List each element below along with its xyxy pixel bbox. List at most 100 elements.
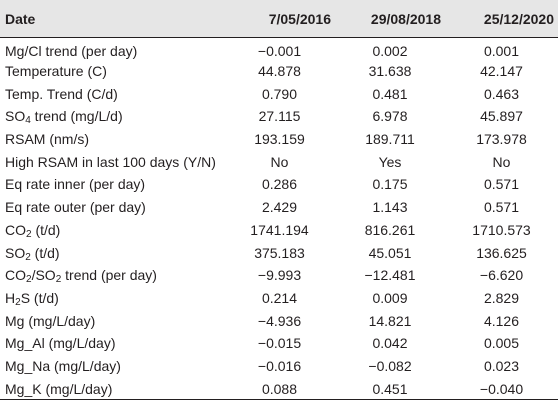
row-label-part: SO — [5, 244, 26, 261]
row-label-subscript: 2 — [15, 296, 21, 308]
row-label: Eq rate outer (per day) — [5, 199, 146, 216]
cell-value: No — [492, 153, 511, 170]
cell-value: 375.183 — [254, 244, 305, 261]
cell-value: −6.620 — [479, 267, 524, 284]
cell-value: 0.286 — [261, 176, 298, 193]
cell-value: −0.082 — [368, 357, 412, 374]
cell-value: 27.115 — [258, 108, 301, 125]
table-row: Mg (mg/L/day) −4.936 14.821 4.126 — [0, 309, 558, 332]
row-label-part: H — [5, 289, 16, 306]
table-row: Mg_Al (mg/L/day) −0.015 0.042 0.005 — [0, 332, 558, 355]
row-label: CO2 (t/d) — [0, 219, 224, 242]
cell-value: 6.978 — [372, 108, 408, 125]
table-row: Eq rate inner (per day) 0.286 0.175 0.571 — [0, 173, 558, 196]
row-label-part: CO — [5, 267, 26, 284]
table-row: H2S (t/d) 0.214 0.009 2.829 — [0, 287, 558, 310]
row-label: H2S (t/d) — [0, 287, 224, 310]
cell-value: No — [270, 153, 289, 170]
cell-value: 1.143 — [372, 199, 408, 216]
cell-value: −12.481 — [364, 267, 416, 284]
table-row: Eq rate outer (per day) 2.429 1.143 0.571 — [0, 196, 558, 219]
row-label: Mg/Cl trend (per day) — [5, 43, 138, 60]
cell-value: 193.159 — [254, 131, 305, 148]
table-row: SO4 trend (mg/L/d) 27.115 6.978 45.897 — [0, 105, 558, 128]
table-row: Mg_Na (mg/L/day) −0.016 −0.082 0.023 — [0, 355, 558, 378]
cell-value: 0.571 — [483, 176, 520, 193]
table-row: CO2/SO2 trend (per day) −9.993 −12.481 −6.6… — [0, 264, 558, 287]
cell-value: 0.214 — [261, 289, 298, 306]
cell-value: 45.897 — [480, 108, 523, 125]
cell-value: 0.023 — [483, 357, 520, 374]
cell-value: 2.429 — [261, 199, 298, 216]
cell-value: 44.878 — [258, 63, 301, 80]
row-label: Temp. Trend (C/d) — [5, 85, 118, 102]
row-label-part: trend (mg/L/d) — [30, 108, 123, 125]
cell-value: 31.638 — [368, 63, 412, 80]
header-row: Date 7/05/2016 29/08/2018 25/12/2020 — [0, 0, 558, 37]
row-label: Mg_K (mg/L/day) — [5, 380, 113, 397]
cell-value: 0.009 — [372, 289, 408, 306]
cell-value: 1710.573 — [472, 221, 531, 238]
table-row: Temperature (C) 44.878 31.638 42.147 — [0, 60, 558, 83]
row-label: SO4 trend (mg/L/d) — [0, 105, 224, 128]
table-row: Mg_K (mg/L/day) 0.088 0.451 −0.040 — [0, 377, 558, 400]
cell-value: −0.040 — [479, 380, 524, 397]
cell-value: −0.016 — [257, 357, 302, 374]
cell-value: 14.821 — [368, 312, 412, 329]
cell-value: 0.175 — [372, 176, 408, 193]
row-label: High RSAM in last 100 days (Y/N) — [5, 153, 216, 170]
cell-value: 0.001 — [483, 43, 520, 60]
header-date-label: Date — [5, 10, 36, 27]
cell-value: 173.978 — [476, 131, 527, 148]
row-label-part: trend (per day) — [61, 267, 157, 284]
row-label: Eq rate inner (per day) — [5, 176, 146, 193]
cell-value: 1741.194 — [250, 221, 309, 238]
row-label: Temperature (C) — [5, 63, 107, 80]
table-row: High RSAM in last 100 days (Y/N) No Yes No — [0, 150, 558, 173]
cell-value: Yes — [378, 153, 402, 170]
cell-value: 0.002 — [372, 43, 408, 60]
cell-value: 189.711 — [365, 131, 415, 148]
cell-value: 0.463 — [483, 85, 520, 102]
row-label-subscript: 2 — [26, 274, 32, 286]
cell-value: 0.042 — [372, 335, 408, 352]
row-label-part: (t/d) — [30, 244, 60, 261]
table-row: SO2 (t/d) 375.183 45.051 136.625 — [0, 241, 558, 264]
cell-value: −4.936 — [257, 312, 302, 329]
cell-value: 0.088 — [261, 380, 298, 397]
row-label: Mg (mg/L/day) — [5, 312, 96, 329]
header-col-3: 25/12/2020 — [483, 10, 554, 27]
row-label-part: /SO — [31, 267, 56, 284]
cell-value: 0.451 — [372, 380, 408, 397]
cell-value: 45.051 — [368, 244, 412, 261]
table-row: RSAM (nm/s) 193.159 189.711 173.978 — [0, 128, 558, 151]
header-rule — [0, 37, 558, 38]
bottom-rule — [0, 399, 558, 400]
row-label-part: CO — [5, 221, 26, 238]
cell-value: −9.993 — [257, 267, 302, 284]
cell-value: 2.829 — [483, 289, 520, 306]
row-label-subscript: 2 — [55, 274, 62, 286]
row-label: CO2/SO2 trend (per day) — [0, 264, 224, 287]
row-label-part: S (t/d) — [20, 289, 59, 306]
row-label: Mg_Al (mg/L/day) — [5, 335, 116, 352]
row-label: RSAM (nm/s) — [5, 131, 89, 148]
row-label: SO2 (t/d) — [0, 241, 224, 264]
table-row: Temp. Trend (C/d) 0.790 0.481 0.463 — [0, 82, 558, 105]
cell-value: −0.001 — [257, 43, 302, 60]
cell-value: 136.625 — [476, 244, 527, 261]
table-body: Mg/Cl trend (per day) −0.001 0.002 0.001 Tem… — [0, 37, 558, 400]
table-row: CO2 (t/d) 1741.194 816.261 1710.573 — [0, 219, 558, 242]
row-label-subscript: 2 — [25, 251, 31, 263]
header-col-1: 7/05/2016 — [268, 10, 331, 27]
cell-value: 0.005 — [483, 335, 520, 352]
row-label-subscript: 2 — [26, 228, 32, 240]
table-row: Mg/Cl trend (per day) −0.001 0.002 0.001 — [0, 37, 558, 60]
row-label-part: SO — [5, 108, 26, 125]
cell-value: 0.481 — [372, 85, 408, 102]
cell-value: −0.015 — [257, 335, 302, 352]
cell-value: 0.790 — [261, 85, 298, 102]
header-col-2: 29/08/2018 — [370, 10, 441, 27]
